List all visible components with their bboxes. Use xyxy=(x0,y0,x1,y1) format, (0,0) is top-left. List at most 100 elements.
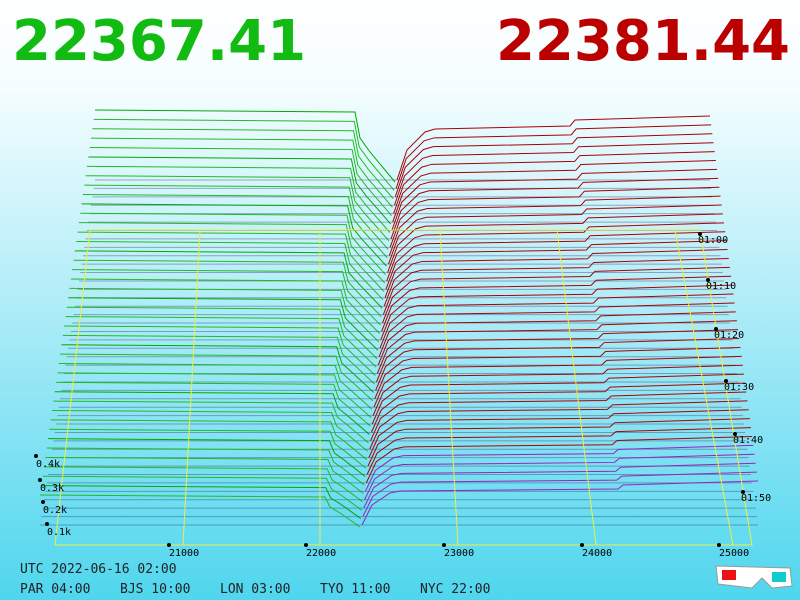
ask-curve xyxy=(368,409,749,458)
grid-line xyxy=(439,229,459,546)
grid-line xyxy=(674,229,734,546)
bid-curve xyxy=(58,363,373,410)
volume-label: 0.4k xyxy=(36,459,60,470)
bid-curve xyxy=(86,165,391,233)
bid-curve xyxy=(42,475,363,511)
ask-curve xyxy=(395,124,712,189)
bid-curve xyxy=(53,400,369,444)
ask-curve xyxy=(387,213,723,273)
tick-dot xyxy=(714,327,718,331)
bid-curve xyxy=(78,222,386,284)
volume-label: 0.3k xyxy=(40,483,64,494)
bid-curve xyxy=(44,466,363,503)
ask-curve xyxy=(365,435,753,484)
price-label: 23000 xyxy=(444,548,474,559)
ask-curve xyxy=(380,284,733,341)
ask-curve xyxy=(370,391,747,442)
tick-dot xyxy=(45,522,49,526)
bid-curve xyxy=(54,391,370,435)
glasses-icon xyxy=(715,565,793,589)
bid-curve xyxy=(73,259,382,317)
ask-price: 22381.44 xyxy=(496,9,790,74)
ask-curve xyxy=(388,195,721,256)
price-label: 22000 xyxy=(306,548,336,559)
bid-curve xyxy=(90,137,393,208)
bid-curve xyxy=(69,287,380,343)
timezone: NYC 22:00 xyxy=(420,582,490,597)
bid-curve xyxy=(74,250,383,309)
ask-curve xyxy=(391,168,718,231)
utc-time: UTC 2022-06-16 02:00 xyxy=(20,562,177,577)
bid-curve xyxy=(82,194,388,259)
time-label: 01:20 xyxy=(714,330,744,341)
time-label: 01:30 xyxy=(724,382,754,393)
ask-curve xyxy=(379,293,734,349)
ask-curve xyxy=(372,364,743,416)
volume-label: 0.1k xyxy=(47,527,71,538)
timezone: TYO 11:00 xyxy=(320,582,390,597)
ask-curve xyxy=(377,311,736,366)
bid-curve xyxy=(93,118,395,191)
bid-curve xyxy=(52,409,369,452)
price-label: 25000 xyxy=(719,548,749,559)
ask-curve xyxy=(374,346,741,399)
time-label: 01:00 xyxy=(698,235,728,246)
ask-curve xyxy=(376,320,737,374)
ask-curve xyxy=(382,257,729,315)
ask-curve xyxy=(387,204,722,265)
tick-dot xyxy=(442,543,446,547)
grid-line xyxy=(556,229,597,546)
time-label: 01:10 xyxy=(706,281,736,292)
bid-curve xyxy=(61,344,374,393)
price-label: 24000 xyxy=(582,548,612,559)
ask-curve xyxy=(366,427,751,475)
depth-plot: 21000 22000 23000 24000 25000 0.4k 0.3k 0.2k 0.1… xyxy=(34,109,771,559)
tick-dot xyxy=(580,543,584,547)
bid-curve xyxy=(50,419,368,461)
timezone: LON 03:00 xyxy=(220,582,290,597)
price-label: 21000 xyxy=(169,548,199,559)
timezone: BJS 10:00 xyxy=(120,582,190,597)
ask-curve xyxy=(389,186,720,248)
bid-price: 22367.41 xyxy=(12,9,306,74)
bid-curve xyxy=(76,240,384,301)
ask-curve xyxy=(385,231,726,290)
tick-dot xyxy=(724,379,728,383)
tick-dot xyxy=(698,232,702,236)
tick-dot xyxy=(41,500,45,504)
tick-dot xyxy=(304,543,308,547)
bid-curve xyxy=(70,278,380,334)
ask-curve xyxy=(370,382,746,433)
bid-curve xyxy=(46,447,365,486)
ask-curve xyxy=(369,400,748,450)
ask-curve xyxy=(364,453,755,500)
tick-dot xyxy=(167,543,171,547)
bid-curve xyxy=(60,353,374,402)
bid-curve xyxy=(89,147,392,216)
ask-curve xyxy=(390,177,719,240)
volume-label: 0.2k xyxy=(43,505,67,516)
ask-curve xyxy=(362,471,757,517)
ask-curve xyxy=(373,355,742,408)
floor-frame xyxy=(54,229,753,546)
bid-curve xyxy=(45,456,364,494)
bid-curve xyxy=(72,269,381,326)
tick-dot xyxy=(38,478,42,482)
bid-curve xyxy=(39,494,361,528)
tick-dot xyxy=(741,490,745,494)
ask-curve xyxy=(367,418,750,467)
bid-curve xyxy=(92,128,394,200)
bid-curve xyxy=(80,212,386,275)
tick-dot xyxy=(717,543,721,547)
ask-curve xyxy=(383,249,728,307)
tick-dot xyxy=(733,432,737,436)
bid-curve xyxy=(57,372,372,418)
ask-curve xyxy=(363,462,756,509)
bid-curve xyxy=(41,485,362,519)
ask-curve xyxy=(371,373,744,425)
bid-curve xyxy=(66,306,378,360)
grid-line xyxy=(182,229,201,546)
tick-dot xyxy=(34,454,38,458)
